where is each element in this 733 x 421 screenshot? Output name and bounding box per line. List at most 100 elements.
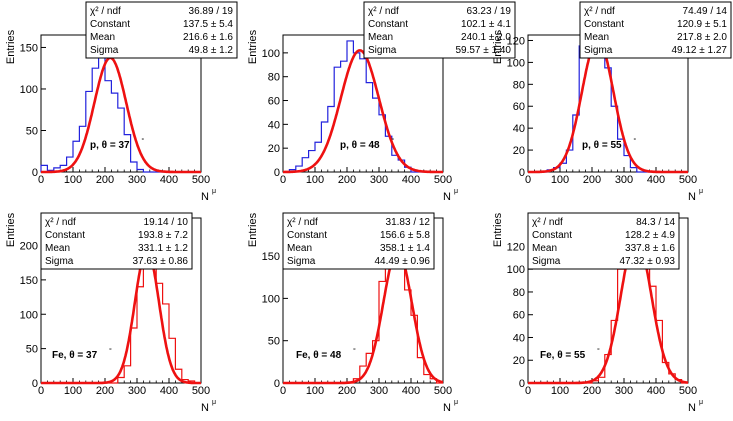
stats-name: χ² / ndf <box>584 6 615 17</box>
y-tick-label: 60 <box>513 310 525 322</box>
x-tick-label: 0 <box>280 174 286 186</box>
x-tick-label: 400 <box>402 385 420 397</box>
stats-name: Mean <box>368 32 393 43</box>
stats-name: Mean <box>90 32 115 43</box>
x-axis-title-sup: μ <box>699 188 703 195</box>
x-tick-label: 500 <box>434 174 452 186</box>
y-tick-label: 100 <box>507 264 525 276</box>
panel-5: 0 100 200 300 400 500 0 50 100 150 N μ Entries Fe, θ … <box>247 212 458 414</box>
y-tick-label: 100 <box>20 84 38 96</box>
panel-3: 0 100 200 300 400 500 0 20 40 60 80 100 120 N μ Entries… <box>492 1 732 203</box>
stats-box <box>282 212 435 270</box>
stats-name: Mean <box>287 243 312 254</box>
x-tick-label: 500 <box>434 385 452 397</box>
degree-mark: ° <box>633 137 636 145</box>
stats-name: Constant <box>287 230 327 241</box>
y-tick-label: 0 <box>519 378 525 390</box>
y-tick-label: 80 <box>268 72 280 84</box>
stats-name: Sigma <box>584 45 613 56</box>
y-tick-label: 0 <box>32 378 38 390</box>
stats-name: Constant <box>532 230 572 241</box>
y-tick-label: 60 <box>513 101 525 113</box>
x-tick-label: 400 <box>647 174 665 186</box>
stats-value: 128.2 ± 4.9 <box>625 230 675 241</box>
stats-value: 102.1 ± 4.1 <box>461 19 511 30</box>
x-axis-title-sup: μ <box>212 188 216 195</box>
panel-label: p, θ = 55 <box>582 140 622 151</box>
panel-4: 0 100 200 300 400 500 0 50 100 150 200 N μ Entries Fe,… <box>5 212 216 414</box>
x-axis-title: N <box>443 402 451 414</box>
stats-value: 44.49 ± 0.96 <box>374 256 430 267</box>
degree-mark: ° <box>353 347 356 355</box>
y-tick-label: 80 <box>513 79 525 91</box>
stats-name: Constant <box>368 19 408 30</box>
y-tick-label: 0 <box>274 378 280 390</box>
y-axis-title: Entries <box>492 212 504 247</box>
x-tick-label: 400 <box>160 174 178 186</box>
panel-label: Fe, θ = 37 <box>52 350 98 361</box>
stats-name: Mean <box>45 243 70 254</box>
x-tick-label: 300 <box>615 385 633 397</box>
stats-name: χ² / ndf <box>532 217 563 228</box>
x-tick-label: 0 <box>525 385 531 397</box>
stats-value: 49.8 ± 1.2 <box>189 45 234 56</box>
stats-value: 216.6 ± 1.6 <box>183 32 233 43</box>
y-tick-label: 20 <box>268 143 280 155</box>
x-tick-label: 100 <box>551 385 569 397</box>
y-tick-label: 50 <box>268 336 280 348</box>
panel-label: p, θ = 37 <box>90 140 130 151</box>
x-tick-label: 500 <box>679 174 697 186</box>
x-tick-label: 0 <box>280 385 286 397</box>
stats-box <box>40 212 193 270</box>
stats-name: Sigma <box>532 256 561 267</box>
panel-label: Fe, θ = 48 <box>296 350 342 361</box>
degree-mark: ° <box>141 137 144 145</box>
degree-mark: ° <box>391 137 394 145</box>
stats-value: 331.1 ± 1.2 <box>138 243 188 254</box>
y-tick-label: 100 <box>507 57 525 69</box>
stats-name: Constant <box>90 19 130 30</box>
y-axis-title: Entries <box>492 29 504 64</box>
x-tick-label: 100 <box>64 385 82 397</box>
stats-box <box>363 1 516 59</box>
x-tick-label: 200 <box>96 174 114 186</box>
histogram-outline <box>283 40 443 173</box>
stats-value: 337.8 ± 1.6 <box>625 243 675 254</box>
stats-name: χ² / ndf <box>90 6 121 17</box>
x-axis-title: N <box>201 191 209 203</box>
panel-2: 0 100 200 300 400 500 0 20 40 60 80 100 N μ Entries p, … <box>247 1 516 203</box>
x-axis-title-sup: μ <box>454 399 458 406</box>
stats-value: 49.12 ± 1.27 <box>671 45 727 56</box>
degree-mark: ° <box>109 347 112 355</box>
y-tick-label: 0 <box>519 167 525 179</box>
x-tick-label: 200 <box>583 385 601 397</box>
x-axis-title-sup: μ <box>212 399 216 406</box>
panel-label: Fe, θ = 55 <box>540 350 586 361</box>
y-tick-label: 40 <box>513 332 525 344</box>
x-tick-label: 400 <box>160 385 178 397</box>
x-tick-label: 500 <box>192 385 210 397</box>
y-axis-title: Entries <box>5 29 17 64</box>
gaussian-fit-curve <box>41 248 201 385</box>
stats-value: 137.5 ± 5.4 <box>183 19 233 30</box>
y-axis-title: Entries <box>247 212 259 247</box>
stats-name: χ² / ndf <box>287 217 318 228</box>
stats-value: 240.1 ± 2.0 <box>461 32 511 43</box>
stats-value: 37.63 ± 0.86 <box>132 256 188 267</box>
stats-value: 47.32 ± 0.93 <box>619 256 675 267</box>
panel-label: p, θ = 48 <box>340 140 380 151</box>
x-tick-label: 0 <box>525 174 531 186</box>
x-axis-title: N <box>443 191 451 203</box>
stats-name: Sigma <box>90 45 119 56</box>
stats-name: Sigma <box>45 256 74 267</box>
y-tick-label: 150 <box>20 275 38 287</box>
y-tick-label: 120 <box>507 35 525 47</box>
stats-name: Constant <box>45 230 85 241</box>
stats-name: Sigma <box>368 45 397 56</box>
panel-6: 0 100 200 300 400 500 0 20 40 60 80 100 120 N μ Entries… <box>492 212 703 414</box>
x-tick-label: 300 <box>615 174 633 186</box>
y-tick-label: 80 <box>513 287 525 299</box>
x-axis-title-sup: μ <box>699 399 703 406</box>
y-tick-label: 150 <box>20 42 38 54</box>
